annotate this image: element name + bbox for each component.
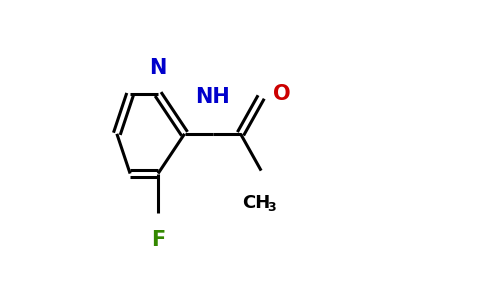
Circle shape: [273, 85, 290, 103]
Text: F: F: [151, 230, 165, 250]
Text: CH: CH: [242, 194, 271, 212]
Circle shape: [246, 188, 276, 218]
Circle shape: [201, 86, 224, 108]
Text: O: O: [273, 84, 290, 104]
Circle shape: [150, 232, 166, 248]
Text: 3: 3: [267, 201, 276, 214]
Circle shape: [150, 59, 166, 76]
Text: N: N: [150, 58, 167, 78]
Text: NH: NH: [195, 87, 230, 107]
